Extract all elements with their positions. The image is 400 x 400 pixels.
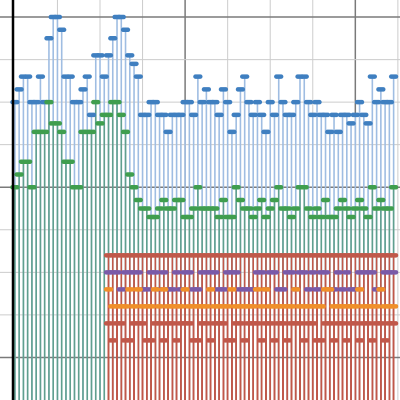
markers xyxy=(10,14,399,343)
stems xyxy=(14,17,395,400)
